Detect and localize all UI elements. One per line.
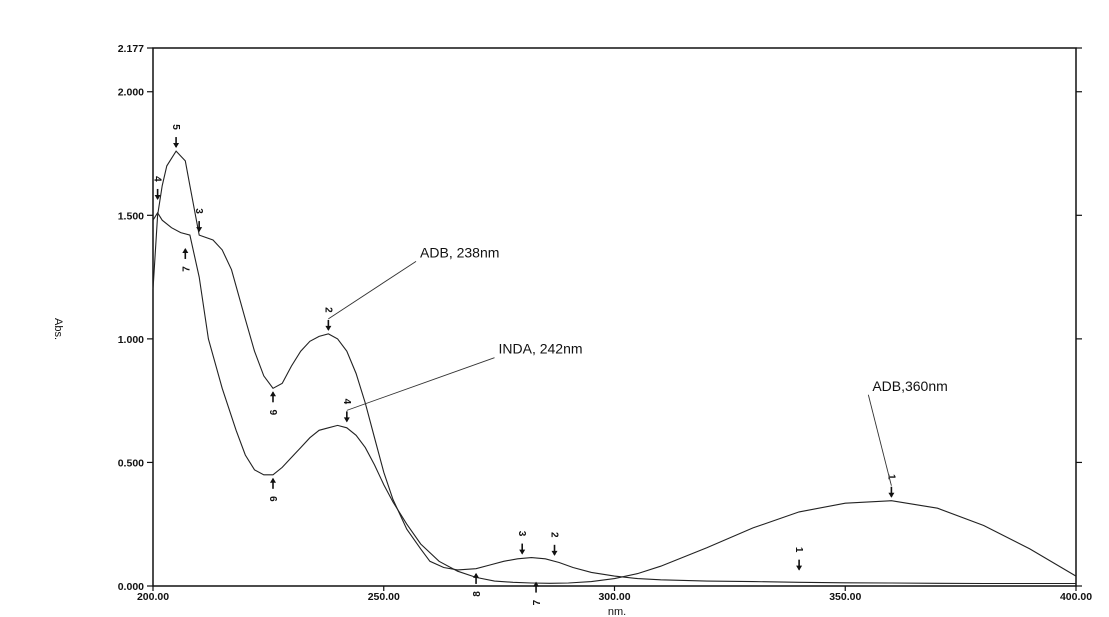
annotation: ADB,360nm [867,378,948,486]
x-tick-label: 300.00 [598,591,630,603]
annotation-label: ADB, 238nm [420,244,499,260]
peak-marker: 2 [322,307,333,331]
x-tick-label: 200.00 [137,591,169,603]
series-layer [152,150,1077,585]
annotation-label: INDA, 242nm [499,341,583,357]
peak-marker-head [269,477,276,483]
peak-marker-label: 4 [152,176,163,182]
peak-markers: 5 4 3 7 2 6 4 9 1 3 2 8 7 1 [152,124,897,605]
peak-marker-label: 2 [549,532,560,538]
annotation-label: ADB,360nm [872,378,947,394]
peak-marker-head [533,581,540,587]
peak-marker-label: 1 [885,474,896,480]
y-tick-label: 2.177 [118,43,144,55]
plot-frame [152,47,1077,587]
peak-marker-head [519,549,526,555]
y-tick-label: 0.000 [118,581,144,593]
axes: 0.000 0.500 1.000 1.500 2.000 2.177 200.00 250.… [118,43,1092,603]
peak-marker: 4 [152,176,163,200]
peak-marker-label: 9 [269,496,280,502]
y-tick-label: 1.500 [118,210,144,222]
peak-marker-head [796,565,803,571]
x-tick-label: 250.00 [368,591,400,603]
peak-marker: 6 [269,391,280,415]
annotation-leader [867,394,892,486]
peak-marker-label: 7 [532,599,543,605]
annotation-leader [328,260,417,320]
peak-marker-head [269,391,276,397]
peak-marker-head [888,492,895,498]
peak-marker-head [196,227,203,233]
peak-marker-head [325,325,332,331]
peak-marker: 7 [532,581,543,605]
peak-marker-head [551,550,558,556]
series-line-1 [152,150,1076,585]
peak-marker-label: 8 [472,591,483,597]
annotation: INDA, 242nm [346,341,583,411]
peak-marker-head [154,194,161,200]
peak-marker-head [343,417,350,423]
x-tick-label: 400.00 [1060,591,1092,603]
peak-marker-label: 3 [516,531,527,537]
y-tick-label: 2.000 [118,87,144,99]
peak-marker: 5 [170,124,181,149]
y-axis-label: Abs. [52,318,64,340]
annotations: ADB, 238nm INDA, 242nm ADB,360nm [328,244,948,486]
peak-marker-label: 7 [181,266,192,272]
peak-marker: 7 [181,247,192,272]
y-tick-label: 1.000 [118,334,144,346]
peak-marker-label: 5 [170,124,181,130]
peak-marker-label: 4 [341,399,352,405]
peak-marker: 1 [793,547,804,571]
y-tick-label: 0.500 [118,457,144,469]
x-tick-label: 350.00 [829,591,861,603]
x-axis-label: nm. [608,606,626,617]
peak-marker-head [173,143,180,149]
peak-marker: 4 [341,399,352,423]
peak-marker-label: 1 [793,547,804,553]
peak-marker-label: 6 [269,409,280,415]
peak-marker-head [182,247,189,253]
peak-marker: 2 [549,532,560,556]
annotation: ADB, 238nm [328,244,499,320]
peak-marker: 1 [885,474,896,498]
peak-marker: 3 [193,208,204,233]
peak-marker-label: 2 [322,307,333,313]
peak-marker: 3 [516,531,527,555]
peak-marker: 9 [269,477,280,502]
series-line-2 [152,211,1077,584]
annotation-leader [346,357,495,411]
peak-marker-head [473,572,480,578]
peak-marker-label: 3 [193,208,204,214]
peak-marker: 8 [472,572,483,597]
